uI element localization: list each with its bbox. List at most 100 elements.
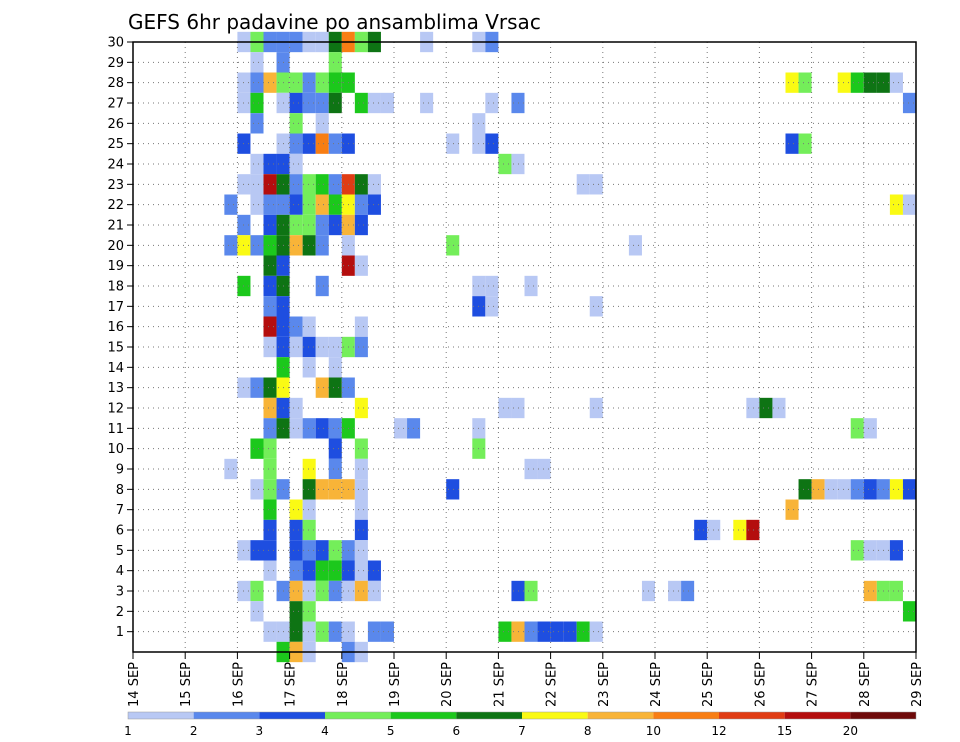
heatmap-cell — [289, 174, 303, 195]
y-tick-label: 9 — [116, 463, 124, 478]
heatmap-cell — [289, 540, 303, 561]
heatmap-cell — [328, 336, 342, 358]
heatmap-cell — [354, 580, 368, 602]
heatmap-cell — [289, 621, 303, 642]
heatmap-cell — [485, 133, 499, 154]
heatmap-cell — [537, 621, 551, 642]
heatmap-cell — [524, 621, 538, 642]
heatmap-cell — [263, 458, 277, 480]
heatmap-cell — [328, 438, 342, 459]
x-tick-label: 20 SEP — [440, 662, 455, 707]
heatmap-cell — [263, 255, 277, 276]
heatmap-cell — [250, 580, 264, 602]
heatmap-cell — [354, 214, 368, 236]
heatmap-cell — [511, 580, 525, 602]
heatmap-cell — [224, 194, 238, 215]
heatmap-cell — [863, 580, 877, 602]
heatmap-cell — [354, 479, 368, 500]
heatmap-cell — [315, 72, 329, 93]
heatmap-cell — [485, 296, 499, 317]
y-tick-label: 3 — [116, 585, 124, 600]
y-tick-label: 17 — [107, 300, 124, 315]
heatmap-cell — [328, 214, 342, 236]
heatmap-cell — [694, 519, 708, 541]
heatmap-cell — [354, 174, 368, 195]
heatmap-cell — [302, 601, 316, 622]
heatmap-cell — [328, 479, 342, 500]
y-tick-label: 21 — [107, 219, 124, 234]
y-tick-label: 10 — [107, 442, 124, 457]
heatmap-cell — [498, 153, 512, 175]
y-tick-label: 16 — [107, 320, 124, 335]
x-tick-label: 28 SEP — [858, 662, 873, 707]
heatmap-cell — [263, 479, 277, 500]
heatmap-cell — [420, 92, 434, 114]
x-tick-label: 21 SEP — [492, 662, 507, 707]
heatmap-cell — [250, 601, 264, 622]
heatmap-cell — [511, 92, 525, 114]
heatmap-cell — [328, 357, 342, 378]
heatmap-cell — [315, 580, 329, 602]
heatmap-cell — [537, 458, 551, 480]
heatmap-cell — [315, 479, 329, 500]
heatmap-cell — [289, 560, 303, 581]
heatmap-cell — [354, 519, 368, 541]
heatmap-cell — [668, 580, 682, 602]
heatmap-cell — [889, 540, 903, 561]
heatmap-cell — [446, 133, 460, 154]
heatmap-cell — [785, 72, 799, 93]
x-tick-label: 23 SEP — [597, 662, 612, 707]
heatmap-cell — [798, 133, 812, 154]
x-tick-label: 15 SEP — [179, 662, 194, 707]
heatmap-cell — [263, 519, 277, 541]
heatmap-cell — [315, 275, 329, 297]
heatmap-cell — [367, 174, 381, 195]
heatmap-cell — [263, 499, 277, 520]
legend-swatch — [456, 712, 522, 719]
heatmap-cell — [315, 621, 329, 642]
heatmap-cell — [850, 540, 864, 561]
heatmap-cell — [302, 621, 316, 642]
heatmap-cell — [263, 560, 277, 581]
y-tick-label: 13 — [107, 381, 124, 396]
y-tick-label: 29 — [107, 56, 124, 71]
legend-swatch — [390, 712, 457, 719]
legend-swatch — [653, 712, 719, 719]
heatmap-cell — [889, 580, 903, 602]
heatmap-cell — [746, 397, 760, 419]
heatmap-cell — [367, 92, 381, 114]
y-tick-label: 6 — [116, 524, 124, 539]
heatmap-cell — [289, 316, 303, 337]
heatmap-cell — [302, 479, 316, 500]
x-tick-label: 14 SEP — [127, 662, 142, 707]
heatmap-cell — [328, 560, 342, 581]
heatmap-cells — [224, 31, 916, 663]
heatmap-cell — [589, 621, 603, 642]
heatmap-cell — [289, 113, 303, 134]
heatmap-cell — [328, 377, 342, 398]
heatmap-cell — [733, 519, 747, 541]
legend-swatch — [587, 712, 654, 719]
heatmap-cell — [263, 296, 277, 317]
heatmap-cell — [328, 580, 342, 602]
heatmap-cell — [289, 235, 303, 256]
heatmap-cell — [263, 174, 277, 195]
heatmap-cell — [302, 418, 316, 439]
y-tick-label: 11 — [107, 422, 124, 437]
legend-label: 2 — [190, 724, 198, 738]
heatmap-cell — [328, 72, 342, 93]
x-tick-label: 24 SEP — [649, 662, 664, 707]
heatmap-cell — [681, 580, 695, 602]
heatmap-cell — [889, 479, 903, 500]
heatmap-cell — [263, 72, 277, 93]
heatmap-cell — [263, 418, 277, 439]
y-axis: 1234567891011121314151617181920212223242… — [107, 36, 133, 640]
x-tick-label: 19 SEP — [388, 662, 403, 707]
x-tick-label: 26 SEP — [753, 662, 768, 707]
heatmap-cell — [302, 499, 316, 520]
y-tick-label: 5 — [116, 544, 124, 559]
heatmap-cell — [263, 438, 277, 459]
heatmap-cell — [263, 621, 277, 642]
heatmap-cell — [446, 479, 460, 500]
